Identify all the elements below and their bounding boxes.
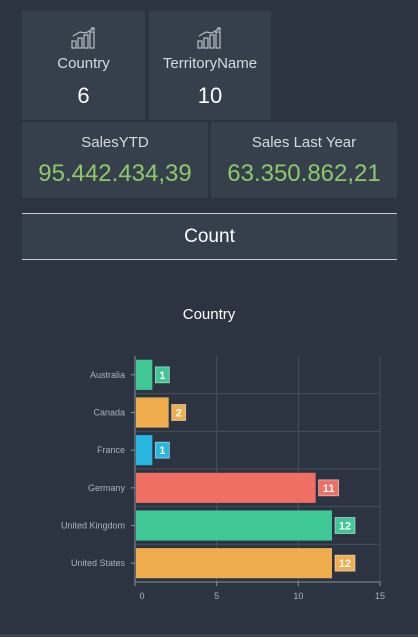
bar[interactable] xyxy=(136,397,169,428)
x-tick-label: 0 xyxy=(139,591,144,601)
y-tick-label: United States xyxy=(71,558,126,568)
kpi-value: 6 xyxy=(77,83,90,108)
bar-chart-growth-icon xyxy=(197,27,221,49)
kpi-card-country: Country 6 xyxy=(22,11,145,120)
count-button[interactable]: Count xyxy=(22,213,397,260)
bar[interactable] xyxy=(136,359,153,390)
bar[interactable] xyxy=(136,510,332,541)
kpi-value: 63.350.862,21 xyxy=(227,160,381,187)
bottom-divider xyxy=(0,634,418,637)
kpi-label: Sales Last Year xyxy=(251,134,357,151)
data-label: 1 xyxy=(159,445,165,457)
data-label: 12 xyxy=(339,558,351,570)
y-tick-label: United Kingdom xyxy=(61,521,125,531)
data-label-box xyxy=(318,479,340,497)
x-tick-label: 15 xyxy=(375,591,385,601)
bar[interactable] xyxy=(136,435,153,466)
bar-chart-growth-icon xyxy=(70,27,95,49)
kpi-label: Country xyxy=(57,55,110,72)
data-label: 12 xyxy=(339,521,351,533)
y-tick-label: France xyxy=(97,445,125,455)
data-label-box xyxy=(154,441,170,459)
data-label-box xyxy=(154,366,170,384)
data-label: 2 xyxy=(176,408,182,420)
y-tick-label: Australia xyxy=(90,370,125,380)
kpi-card-territory: TerritoryName 10 xyxy=(149,11,271,120)
kpi-label: TerritoryName xyxy=(162,55,258,72)
y-tick-label: Germany xyxy=(88,483,126,493)
kpi-card-sales-ytd: SalesYTD 95.442.434,39 xyxy=(22,122,208,198)
chart-title: Country xyxy=(182,306,236,323)
data-label: 1 xyxy=(159,370,165,382)
bar[interactable] xyxy=(136,548,332,579)
data-label: 11 xyxy=(323,483,335,495)
kpi-value: 95.442.434,39 xyxy=(38,160,192,187)
data-label-box xyxy=(334,554,356,572)
x-tick-label: 10 xyxy=(293,591,303,601)
x-tick-label: 5 xyxy=(214,591,219,601)
data-label-box xyxy=(334,517,356,534)
bar[interactable] xyxy=(136,472,316,503)
y-tick-label: Canada xyxy=(93,408,125,418)
kpi-label: SalesYTD xyxy=(81,134,149,151)
kpi-card-sales-last-year: Sales Last Year 63.350.862,21 xyxy=(211,122,397,198)
country-bar-chart: 0 5 10 15 Australia 1 Canada 2 France 1 Germany 11 U… xyxy=(61,356,385,601)
kpi-value: 10 xyxy=(197,83,223,108)
data-label-box xyxy=(171,404,187,421)
